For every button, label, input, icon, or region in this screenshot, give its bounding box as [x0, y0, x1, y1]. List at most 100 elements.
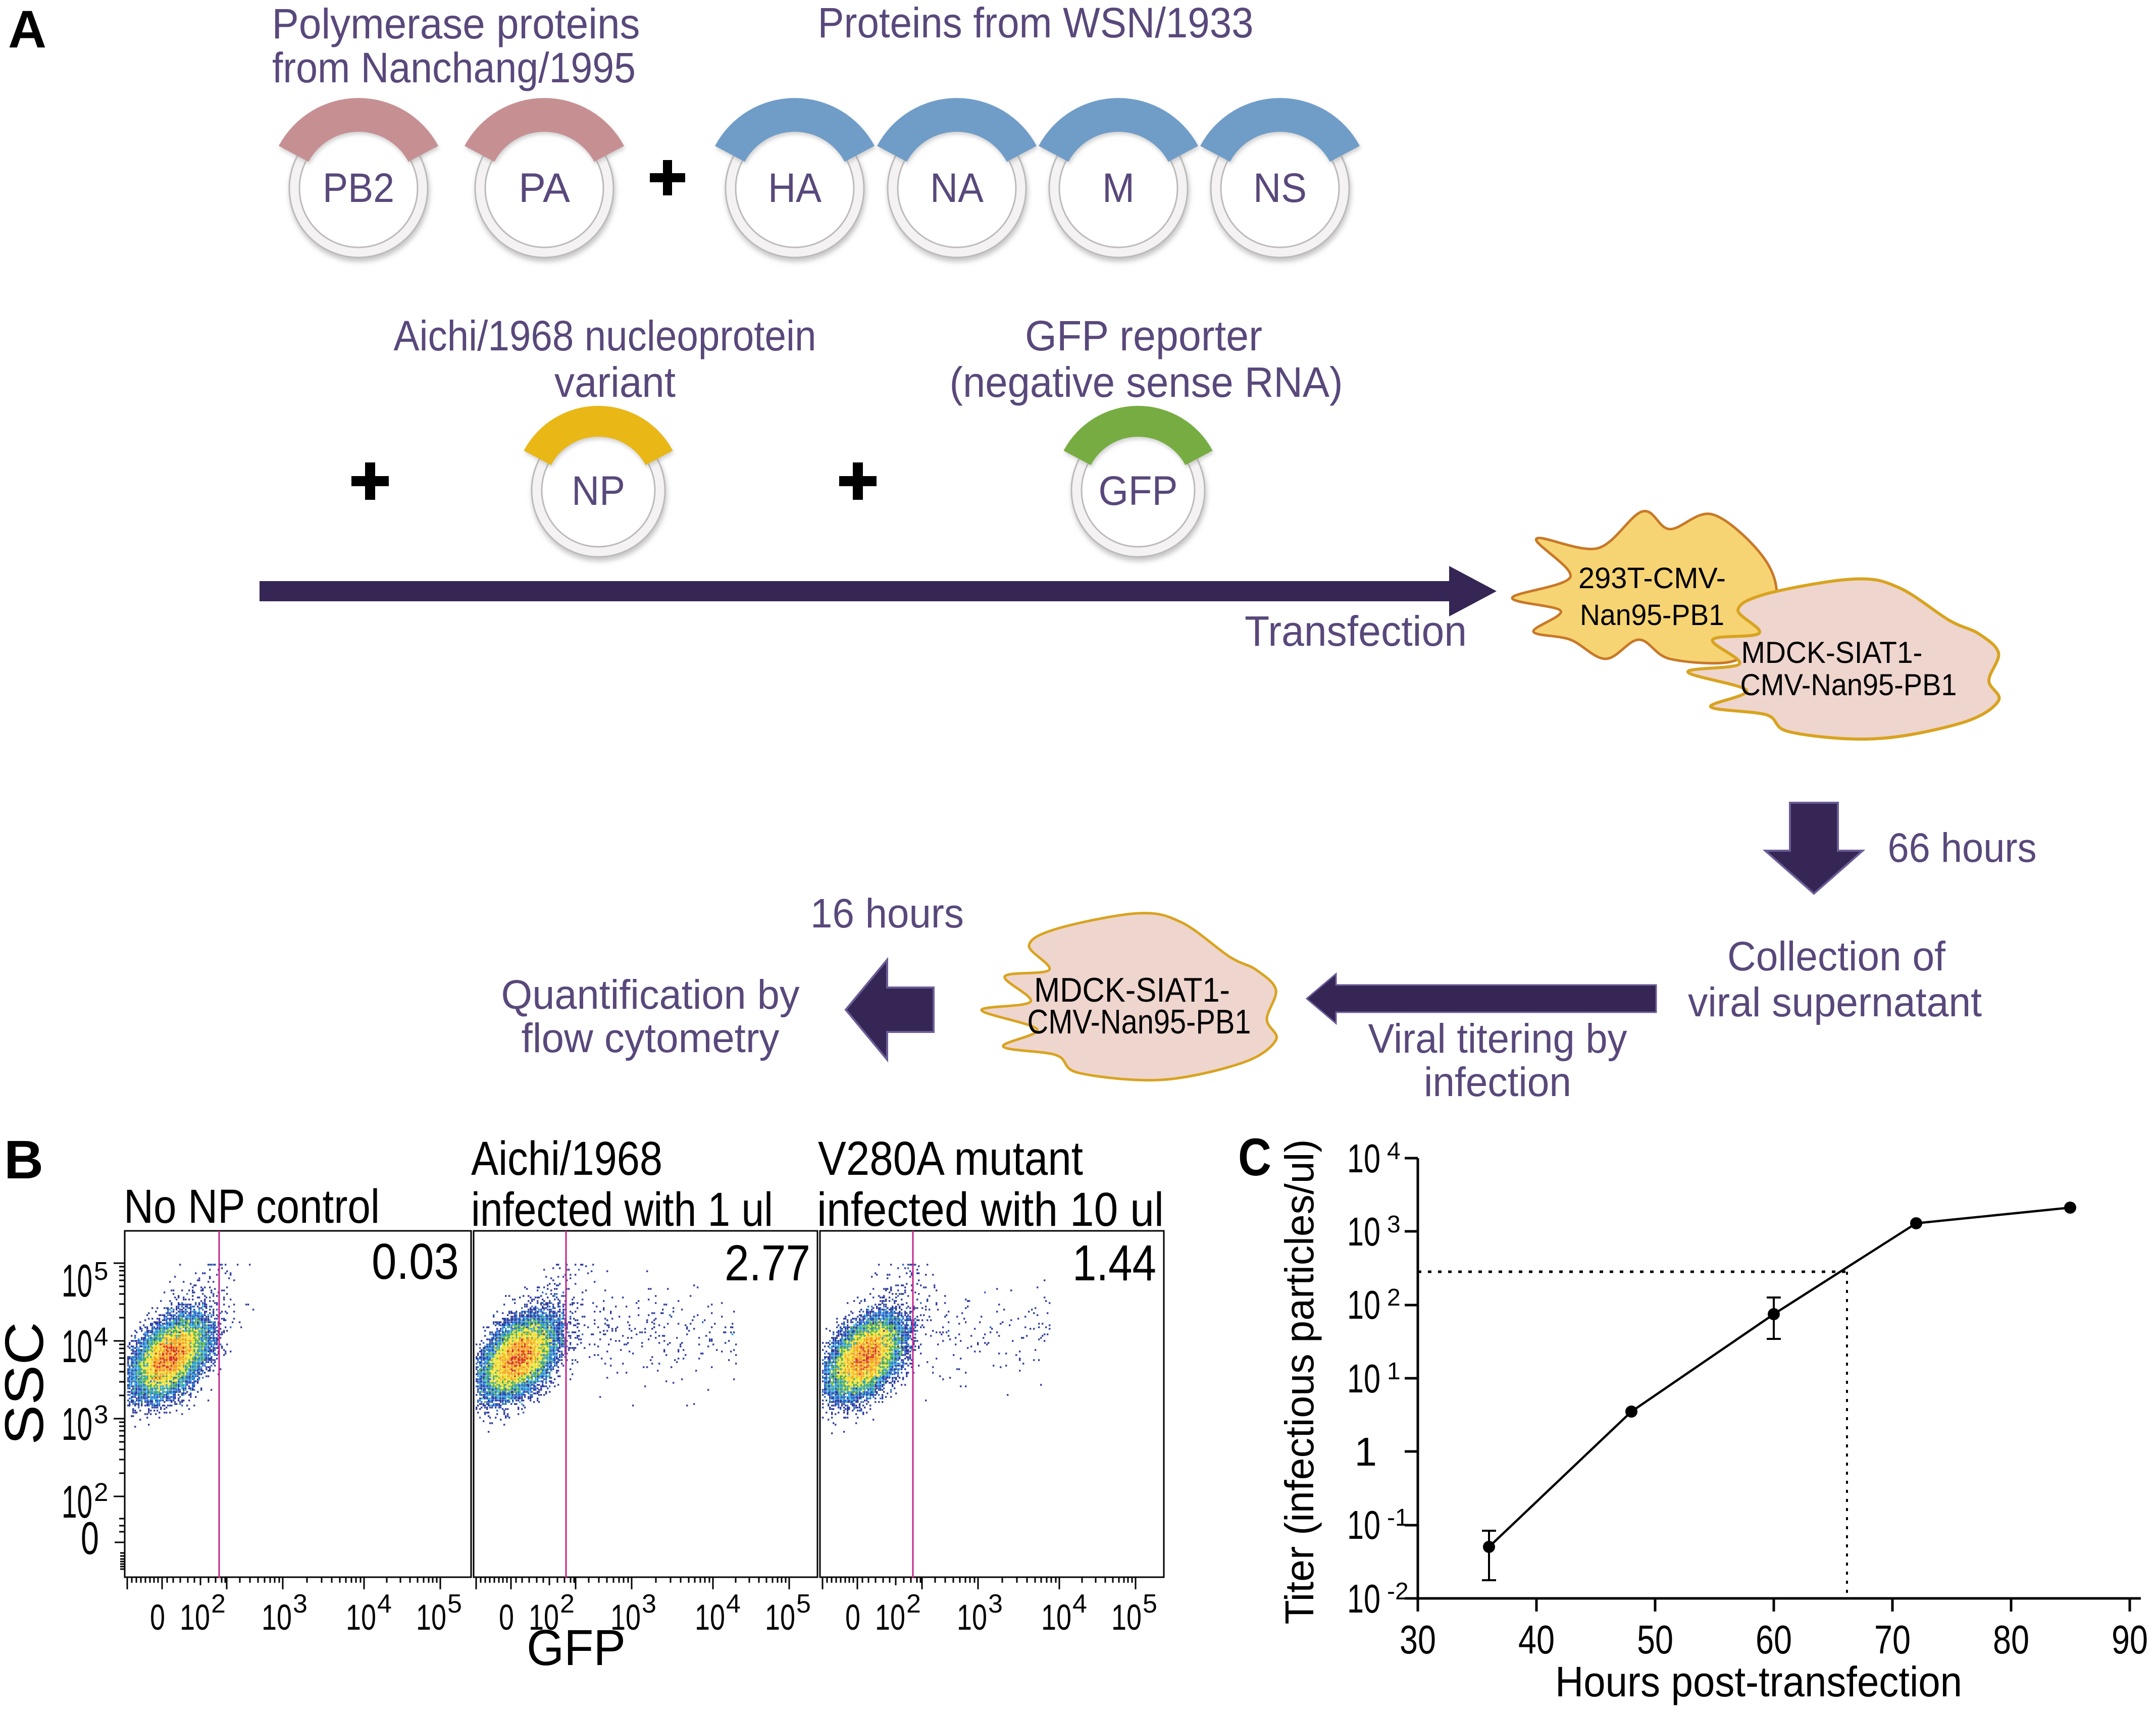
svg-text:0: 0 [499, 1598, 514, 1638]
svg-text:Aichi/1968 nucleoprotein: Aichi/1968 nucleoprotein [394, 312, 816, 359]
svg-text:10: 10 [1347, 1576, 1380, 1621]
svg-text:Viral titering by: Viral titering by [1368, 1016, 1627, 1062]
svg-text:4: 4 [377, 1589, 392, 1619]
svg-text:CMV-Nan95-PB1: CMV-Nan95-PB1 [1740, 668, 1957, 702]
svg-text:Nan95-PB1: Nan95-PB1 [1580, 599, 1724, 632]
svg-text:PB2: PB2 [323, 165, 394, 211]
svg-text:Proteins from WSN/1933: Proteins from WSN/1933 [818, 0, 1254, 46]
svg-text:NS: NS [1253, 165, 1307, 211]
svg-text:40: 40 [1518, 1617, 1555, 1662]
svg-text:80: 80 [1993, 1617, 2029, 1662]
svg-text:10: 10 [262, 1598, 292, 1638]
svg-text:Hours post-transfection: Hours post-transfection [1555, 1658, 1962, 1705]
svg-text:0: 0 [81, 1513, 99, 1564]
svg-text:2: 2 [211, 1589, 226, 1619]
svg-text:infection: infection [1424, 1059, 1571, 1105]
svg-text:2: 2 [906, 1589, 921, 1619]
svg-text:1.44: 1.44 [1072, 1235, 1156, 1291]
svg-text:-1: -1 [1387, 1504, 1409, 1531]
svg-text:2: 2 [560, 1589, 575, 1619]
svg-text:Aichi/1968: Aichi/1968 [471, 1132, 662, 1185]
svg-text:10: 10 [1347, 1209, 1380, 1254]
svg-text:3: 3 [94, 1400, 108, 1429]
svg-text:10: 10 [346, 1598, 376, 1638]
svg-text:10: 10 [1347, 1502, 1380, 1547]
svg-text:10: 10 [875, 1598, 905, 1638]
svg-text:C: C [1238, 1128, 1271, 1187]
svg-text:10: 10 [695, 1598, 725, 1638]
svg-text:60: 60 [1756, 1617, 1792, 1662]
svg-text:3: 3 [1387, 1211, 1401, 1238]
svg-text:SSC: SSC [0, 1322, 55, 1445]
svg-text:10: 10 [62, 1399, 92, 1450]
svg-text:2.77: 2.77 [725, 1235, 810, 1291]
svg-text:viral supernatant: viral supernatant [1688, 979, 1982, 1025]
svg-text:(negative sense RNA): (negative sense RNA) [950, 358, 1343, 406]
svg-text:HA: HA [768, 165, 822, 211]
svg-text:B: B [4, 1129, 43, 1190]
svg-text:70: 70 [1874, 1617, 1911, 1662]
svg-text:1: 1 [1387, 1358, 1401, 1385]
svg-text:Quantification by: Quantification by [501, 972, 800, 1018]
svg-text:10: 10 [610, 1598, 641, 1638]
svg-text:MDCK-SIAT1-: MDCK-SIAT1- [1741, 636, 1923, 669]
svg-text:10: 10 [180, 1598, 210, 1638]
svg-text:V280A mutant: V280A mutant [818, 1132, 1083, 1185]
svg-text:0.03: 0.03 [372, 1233, 459, 1290]
svg-text:3: 3 [988, 1589, 1003, 1619]
svg-text:infected with 1 ul: infected with 1 ul [471, 1183, 773, 1236]
svg-text:10: 10 [1347, 1356, 1380, 1401]
svg-text:NA: NA [930, 165, 984, 211]
svg-text:10: 10 [62, 1477, 92, 1528]
svg-text:10: 10 [957, 1598, 987, 1638]
svg-text:10: 10 [1111, 1598, 1142, 1638]
svg-text:50: 50 [1637, 1617, 1673, 1662]
svg-text:10: 10 [416, 1598, 446, 1638]
svg-text:5: 5 [796, 1589, 811, 1619]
svg-text:4: 4 [726, 1589, 741, 1619]
svg-text:66 hours: 66 hours [1888, 825, 2037, 871]
svg-text:3: 3 [642, 1589, 656, 1619]
svg-text:10: 10 [1347, 1282, 1380, 1327]
svg-text:0: 0 [150, 1598, 165, 1638]
svg-text:0: 0 [845, 1598, 860, 1638]
svg-text:A: A [8, 0, 46, 59]
svg-text:Polymerase proteins: Polymerase proteins [272, 0, 640, 47]
svg-text:MDCK-SIAT1-: MDCK-SIAT1- [1034, 971, 1230, 1009]
svg-text:-2: -2 [1387, 1578, 1409, 1605]
svg-text:infected with 10 ul: infected with 10 ul [817, 1183, 1164, 1236]
svg-text:90: 90 [2112, 1617, 2148, 1662]
svg-text:10: 10 [1041, 1598, 1071, 1638]
svg-text:GFP reporter: GFP reporter [1025, 312, 1262, 359]
svg-text:5: 5 [94, 1257, 108, 1285]
svg-text:2: 2 [1387, 1284, 1401, 1311]
svg-text:variant: variant [554, 358, 676, 406]
svg-text:10: 10 [62, 1321, 92, 1372]
svg-text:flow cytometry: flow cytometry [522, 1015, 780, 1061]
svg-text:PA: PA [519, 165, 570, 211]
svg-text:GFP: GFP [527, 1620, 626, 1676]
svg-text:3: 3 [293, 1589, 307, 1619]
svg-text:293T-CMV-: 293T-CMV- [1578, 562, 1726, 595]
svg-text:5: 5 [447, 1589, 462, 1619]
svg-text:M: M [1102, 165, 1135, 211]
svg-text:from Nanchang/1995: from Nanchang/1995 [272, 44, 636, 91]
svg-text:No NP control: No NP control [124, 1180, 380, 1233]
svg-text:10: 10 [62, 1256, 92, 1307]
svg-text:30: 30 [1400, 1617, 1436, 1662]
svg-text:10: 10 [1347, 1136, 1380, 1181]
svg-text:4: 4 [1387, 1138, 1401, 1165]
svg-text:Transfection: Transfection [1245, 607, 1467, 655]
svg-text:10: 10 [529, 1598, 559, 1638]
svg-text:4: 4 [94, 1322, 108, 1351]
svg-text:Collection of: Collection of [1727, 933, 1945, 979]
svg-text:2: 2 [94, 1478, 108, 1507]
svg-text:1: 1 [1355, 1429, 1377, 1474]
svg-text:5: 5 [1143, 1589, 1157, 1619]
svg-text:CMV-Nan95-PB1: CMV-Nan95-PB1 [1028, 1003, 1251, 1041]
svg-text:10: 10 [765, 1598, 795, 1638]
svg-text:GFP: GFP [1099, 468, 1178, 514]
svg-text:Titer (infectious particles/ul: Titer (infectious particles/ul) [1277, 1139, 1322, 1625]
svg-text:4: 4 [1072, 1589, 1087, 1619]
svg-text:16 hours: 16 hours [810, 891, 964, 937]
